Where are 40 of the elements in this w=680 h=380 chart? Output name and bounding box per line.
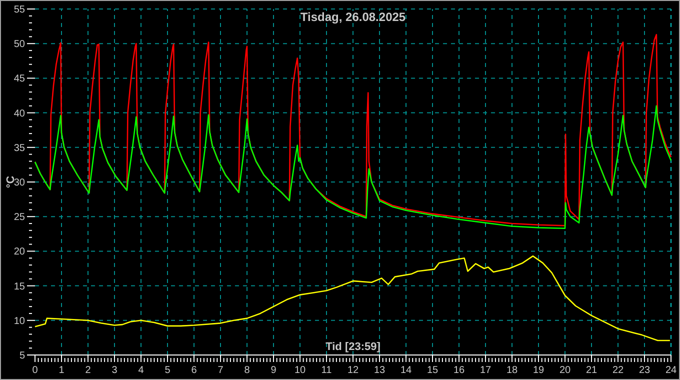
x-tick-label: 23 [638, 365, 650, 376]
y-tick-label: 40 [14, 108, 26, 120]
x-tick-label: 2 [85, 365, 92, 376]
x-tick-label: 11 [321, 365, 332, 376]
x-tick-label: 19 [532, 365, 544, 376]
x-tick-label: 13 [374, 365, 386, 376]
x-tick-label: 21 [586, 365, 598, 376]
x-tick-label: 6 [191, 365, 198, 376]
x-tick-label: 16 [453, 365, 465, 376]
x-tick-label: 4 [138, 365, 144, 376]
y-tick-label: 10 [14, 316, 26, 327]
x-tick-label: 24 [665, 365, 677, 376]
x-tick-label: 14 [400, 365, 412, 376]
x-tick-label: 18 [506, 365, 518, 376]
x-tick-label: 20 [559, 365, 571, 376]
x-tick-label: 17 [480, 365, 492, 376]
x-tick-label: 0 [32, 365, 38, 376]
y-tick-label: 20 [14, 246, 26, 258]
x-tick-label: 9 [270, 365, 277, 376]
y-tick-label: 30 [14, 178, 26, 188]
y-tick-label: 15 [14, 281, 26, 292]
x-tick-label: 1 [58, 365, 65, 376]
line-series [34, 105, 672, 230]
x-tick-label: 15 [426, 365, 438, 376]
y-tick-label: 55 [14, 4, 26, 16]
x-tick-label: 5 [164, 365, 171, 376]
x-tick-label: 7 [218, 365, 224, 376]
y-tick-label: 25 [14, 212, 26, 224]
x-axis-title: Tid [23:59] [326, 341, 381, 353]
x-tick-label: 3 [112, 365, 118, 376]
chart-title: Tisdag, 26.08.2025 [300, 10, 406, 24]
x-tick-label: 12 [347, 365, 359, 376]
y-tick-label: 50 [14, 39, 26, 50]
y-tick-label: 5 [19, 350, 26, 362]
y-tick-label: 45 [14, 74, 26, 85]
x-tick-label: 10 [294, 365, 306, 376]
x-tick-label: 22 [612, 365, 624, 376]
y-tick-label: 35 [14, 142, 26, 154]
line-series [34, 255, 671, 342]
x-tick-label: 8 [244, 365, 250, 376]
